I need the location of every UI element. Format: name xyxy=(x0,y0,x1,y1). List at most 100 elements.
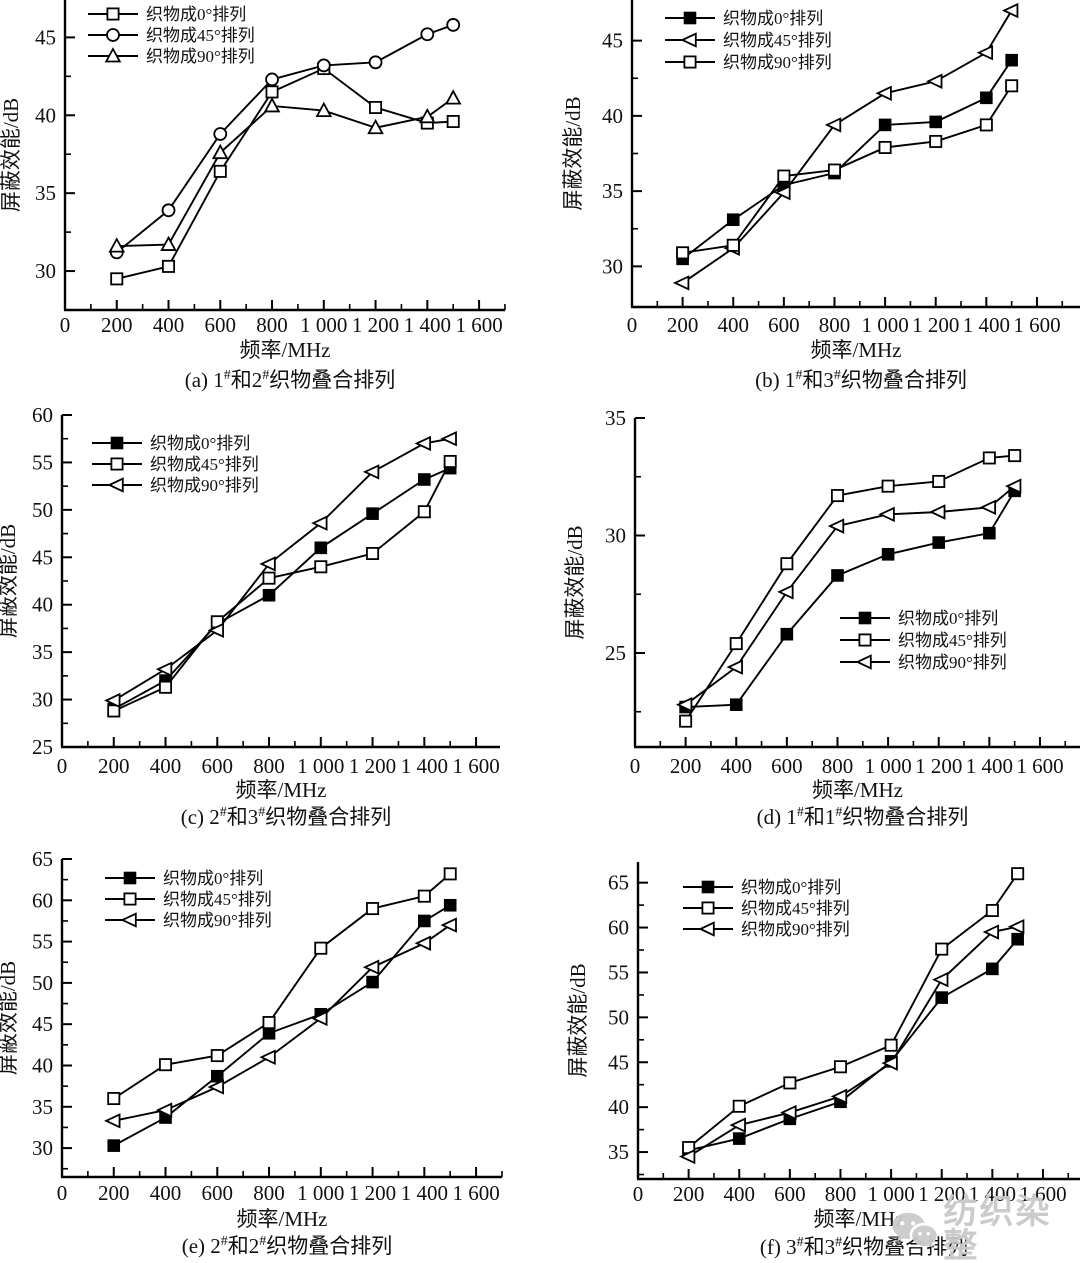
svg-text:65: 65 xyxy=(608,871,629,895)
svg-text:40: 40 xyxy=(32,1053,53,1077)
series-1-line xyxy=(116,24,454,254)
series-2-line xyxy=(113,437,451,702)
svg-text:600: 600 xyxy=(202,1181,234,1205)
svg-text:1 400: 1 400 xyxy=(404,313,451,337)
legend-label: 织物成90°排列 xyxy=(898,653,1007,672)
svg-text:1 600: 1 600 xyxy=(1016,754,1063,778)
y-ticks xyxy=(62,858,72,1170)
legend-label: 织物成0°排列 xyxy=(150,434,250,453)
chart-c-cell: 25 30 35 40 45 50 55 60 0 200 400 600 800 1 000 1 200 1… xyxy=(0,400,540,830)
legend-label: 织物成0°排列 xyxy=(741,878,841,897)
series-0-markers xyxy=(682,932,1024,1157)
series-2-markers xyxy=(678,918,1025,1165)
legend-label: 织物成90°排列 xyxy=(741,920,850,939)
svg-text:45: 45 xyxy=(35,25,56,49)
legend-label: 织物成45°排列 xyxy=(723,31,832,50)
chart-e-cell: 30 35 40 45 50 55 60 65 0 200 400 600 800 1 000 1 200 1… xyxy=(0,830,540,1263)
svg-text:200: 200 xyxy=(101,313,133,337)
chart-caption: (e) 2#和2#织物叠合排列 xyxy=(182,1234,393,1258)
svg-text:1 600: 1 600 xyxy=(1019,1182,1066,1206)
svg-text:400: 400 xyxy=(153,313,185,337)
chart-a-cell: 30 35 40 45 0 200 400 600 800 1 000 1 200 1 400 1 60… xyxy=(0,0,540,400)
svg-text:800: 800 xyxy=(822,754,854,778)
x-axis-label: 频率/MHz xyxy=(236,778,327,802)
svg-text:45: 45 xyxy=(32,1012,53,1036)
legend-label: 织物成0°排列 xyxy=(723,9,823,28)
series-1-markers xyxy=(679,449,1022,728)
chart-caption: (f) 3#和3#织物叠合排列 xyxy=(760,1235,968,1259)
svg-text:45: 45 xyxy=(608,1050,629,1074)
series-2-markers xyxy=(104,917,457,1129)
y-tick-labels: 25 30 35 40 45 50 55 60 xyxy=(32,403,53,759)
chart-a-canvas: 30 35 40 45 0 200 400 600 800 1 000 1 200 1 400 1 60… xyxy=(0,0,506,392)
svg-text:1 600: 1 600 xyxy=(1013,313,1060,337)
svg-text:50: 50 xyxy=(32,971,53,995)
svg-text:600: 600 xyxy=(771,754,803,778)
svg-text:35: 35 xyxy=(32,640,53,664)
x-tick-labels: 0 200 400 600 800 1 000 1 200 1 400 1 600 xyxy=(60,313,503,337)
svg-text:65: 65 xyxy=(32,847,53,871)
svg-text:200: 200 xyxy=(667,313,699,337)
x-axis-label: 频率/MHz xyxy=(811,338,902,362)
y-tick-labels: 30 35 40 45 xyxy=(35,25,56,283)
y-tick-labels: 35 40 45 50 55 60 65 xyxy=(608,871,629,1164)
svg-text:40: 40 xyxy=(32,593,53,617)
legend-label: 织物成90°排列 xyxy=(163,911,272,930)
legend-label: 织物成45°排列 xyxy=(741,899,850,918)
svg-text:1 000: 1 000 xyxy=(300,313,347,337)
chart-b-cell: 30 35 40 45 0 200 400 600 800 1 000 1 200 1 400 1 60… xyxy=(540,0,1080,400)
svg-text:1 200: 1 200 xyxy=(349,754,396,778)
series-1-line xyxy=(688,873,1019,1149)
series-2-line xyxy=(682,85,1013,254)
svg-text:30: 30 xyxy=(35,259,56,283)
svg-text:1 000: 1 000 xyxy=(297,1181,344,1205)
svg-text:50: 50 xyxy=(608,1005,629,1029)
y-ticks xyxy=(635,417,645,713)
series-0-markers xyxy=(107,898,457,1152)
legend-label: 织物成0°排列 xyxy=(163,869,263,888)
svg-text:25: 25 xyxy=(605,641,626,665)
svg-text:1 400: 1 400 xyxy=(401,754,448,778)
x-ticks xyxy=(61,737,478,747)
svg-text:400: 400 xyxy=(720,754,752,778)
chart-b-canvas: 30 35 40 45 0 200 400 600 800 1 000 1 200 1 400 1 60… xyxy=(561,0,1080,392)
svg-text:800: 800 xyxy=(253,1181,285,1205)
legend-label: 织物成0°排列 xyxy=(898,609,998,628)
svg-text:0: 0 xyxy=(627,313,638,337)
svg-text:1 400: 1 400 xyxy=(966,754,1013,778)
svg-text:1 000: 1 000 xyxy=(864,754,911,778)
svg-text:0: 0 xyxy=(633,1182,644,1206)
legend-label: 织物成90°排列 xyxy=(723,53,832,72)
legend-label: 织物成45°排列 xyxy=(163,890,272,909)
svg-text:1 200: 1 200 xyxy=(349,1181,396,1205)
x-tick-labels: 0 200 400 600 800 1 000 1 200 1 400 1 600 xyxy=(57,1181,500,1205)
svg-text:45: 45 xyxy=(602,29,623,53)
y-ticks xyxy=(65,36,75,273)
svg-text:400: 400 xyxy=(150,754,182,778)
svg-text:1 000: 1 000 xyxy=(861,313,908,337)
series-1-line xyxy=(682,10,1013,284)
svg-text:0: 0 xyxy=(630,754,641,778)
y-ticks xyxy=(632,39,642,268)
svg-text:55: 55 xyxy=(32,450,53,474)
y-axis-label: 屏蔽效能/dB xyxy=(561,96,585,210)
series-0-line xyxy=(682,59,1013,260)
svg-text:0: 0 xyxy=(57,1181,68,1205)
legend-label: 织物成45°排列 xyxy=(146,26,255,45)
chart-d-canvas: 25 30 35 0 200 400 600 800 1 000 1 200 1 400 1 600 屏… xyxy=(563,406,1080,829)
series-0-line xyxy=(113,904,451,1147)
svg-text:60: 60 xyxy=(32,888,53,912)
legend-label: 织物成0°排列 xyxy=(146,5,246,24)
y-tick-labels: 30 35 40 45 xyxy=(602,29,623,279)
y-axis-label: 屏蔽效能/dB xyxy=(0,98,23,212)
axes xyxy=(63,0,505,312)
series-2-markers xyxy=(675,478,1022,713)
svg-text:1 200: 1 200 xyxy=(912,313,959,337)
svg-text:30: 30 xyxy=(32,1136,53,1160)
svg-text:1 200: 1 200 xyxy=(915,754,962,778)
y-axis-label: 屏蔽效能/dB xyxy=(0,961,20,1075)
